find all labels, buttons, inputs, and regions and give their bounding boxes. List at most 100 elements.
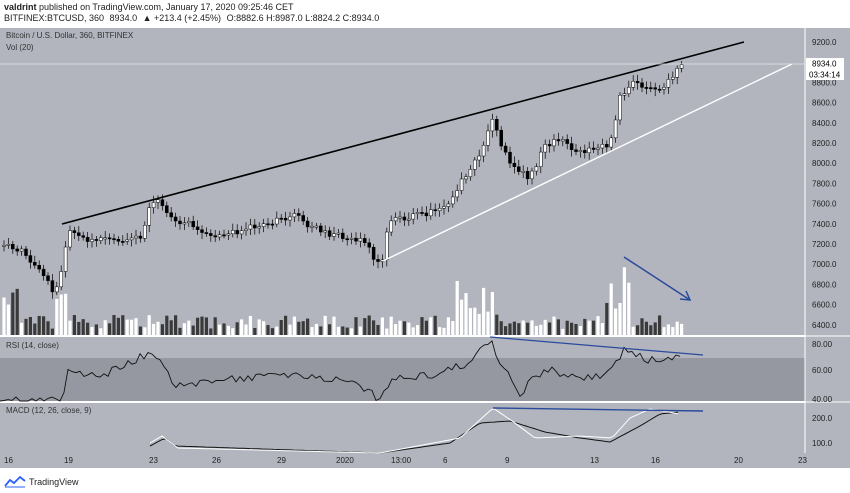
volume-bar [306, 318, 310, 335]
volume-bar [561, 328, 565, 335]
candle-up [389, 220, 393, 233]
volume-bar [592, 320, 596, 335]
price-axis[interactable]: 9200.09000.08800.08600.08400.08200.08000… [812, 38, 837, 330]
candle-down [297, 213, 301, 216]
candle-up [19, 248, 24, 252]
candle-down [433, 209, 437, 212]
volume-bar [11, 292, 15, 335]
volume-bar [438, 327, 442, 335]
volume-bar [328, 324, 332, 335]
candle-down [354, 237, 358, 242]
volume-bar [33, 323, 37, 335]
candle-down [94, 239, 99, 241]
candle-down [635, 81, 640, 84]
candle-up [468, 169, 473, 178]
candle-down [200, 229, 204, 233]
volume-bar [411, 327, 415, 335]
candle-up [534, 166, 539, 172]
volume-bar [2, 297, 6, 335]
volume-bar [15, 288, 19, 335]
candle-down [424, 212, 429, 217]
volume-bar [235, 322, 239, 335]
volume-bar [587, 320, 591, 335]
tradingview-logo-icon [4, 475, 26, 487]
volume-bar [367, 315, 371, 335]
macd-pane-bg [0, 403, 805, 453]
volume-bar [182, 323, 186, 335]
candle-down [81, 235, 85, 238]
time-tick-label: 23 [798, 456, 807, 465]
time-tick-label: 29 [277, 456, 286, 465]
arrow-head-icon [679, 290, 692, 301]
candle-up [481, 144, 486, 157]
candle-up [314, 225, 319, 228]
rsi-line [0, 340, 681, 402]
candle-up [156, 199, 160, 203]
rsi-divergence-line[interactable] [489, 336, 704, 356]
volume-bar [50, 328, 54, 335]
time-tick-label: 16 [651, 456, 660, 465]
volume-bar [270, 328, 274, 335]
volume-bar [103, 320, 107, 335]
candle-down [402, 216, 407, 221]
volume-bar [552, 316, 556, 335]
candle-up [552, 139, 556, 147]
support-line[interactable] [382, 63, 793, 262]
volume-bar [288, 324, 292, 335]
candle-up [411, 213, 415, 220]
volume-bar [534, 325, 538, 335]
brand-name[interactable]: TradingView [29, 476, 79, 487]
volume-bar [248, 315, 252, 335]
volume-bar [504, 326, 508, 335]
volume-bar [165, 315, 169, 335]
author-name[interactable]: valdrint [4, 2, 37, 12]
macd-divergence-line[interactable] [492, 407, 704, 412]
resistance-line[interactable] [61, 41, 745, 225]
volume-bar [350, 328, 354, 335]
price-tick-label: 6400.0 [812, 321, 837, 330]
volume-bar [226, 325, 230, 335]
volume-bar [138, 326, 142, 335]
candle-up [358, 238, 363, 242]
volume-bar [68, 320, 72, 335]
candle-up [561, 139, 565, 142]
volume-bar [477, 313, 481, 335]
candle-up [398, 216, 402, 219]
candle-up [662, 87, 666, 90]
volume-bar [130, 319, 134, 335]
candle-up [125, 239, 129, 242]
volume-bar [671, 327, 675, 335]
volume-bar [517, 323, 521, 335]
volume-bar [512, 321, 516, 335]
volume-bar [530, 320, 534, 335]
candle-up [490, 119, 495, 132]
volume-bar [196, 317, 200, 335]
candle-down [644, 87, 649, 89]
time-axis[interactable]: 16 19 23 26 29 2020 13:00 6 9 13 16 20 23 [4, 456, 807, 465]
volume-bar [37, 315, 41, 335]
candle-up [151, 202, 156, 208]
price-tick-label: 7400.0 [812, 220, 837, 229]
candle-up [332, 233, 336, 237]
volume-bar [28, 317, 32, 335]
chart-area[interactable]: Bitcoin / U.S. Dollar, 360, BITFINEX Vol… [0, 28, 850, 468]
last-price-badge [806, 58, 844, 69]
candle-up [539, 151, 543, 167]
volume-bar [358, 326, 362, 335]
volume-bar [666, 324, 670, 335]
volume-bar [433, 315, 437, 335]
volume-bar [380, 317, 384, 335]
volume-bar [636, 325, 640, 335]
candle-down [512, 162, 517, 167]
chart-svg[interactable]: Bitcoin / U.S. Dollar, 360, BITFINEX Vol… [0, 28, 850, 468]
time-tick-label: 9 [505, 456, 510, 465]
volume-bar [455, 281, 459, 335]
volume-bar [257, 319, 261, 335]
volume-divergence-line[interactable] [623, 256, 691, 301]
volume-bar [262, 321, 266, 335]
volume-bar [292, 316, 296, 335]
time-tick-label: 16 [4, 456, 13, 465]
candle-up [257, 226, 261, 229]
candle-up [596, 147, 600, 150]
candle-up [323, 230, 327, 233]
